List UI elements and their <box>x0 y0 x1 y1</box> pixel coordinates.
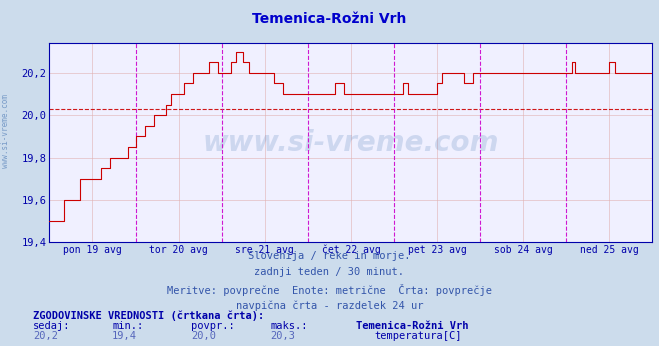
Text: Slovenija / reke in morje.: Slovenija / reke in morje. <box>248 251 411 261</box>
Text: temperatura[C]: temperatura[C] <box>374 331 462 341</box>
Text: povpr.:: povpr.: <box>191 321 235 331</box>
Text: 20,2: 20,2 <box>33 331 58 341</box>
Text: 20,0: 20,0 <box>191 331 216 341</box>
Text: Meritve: povprečne  Enote: metrične  Črta: povprečje: Meritve: povprečne Enote: metrične Črta:… <box>167 284 492 296</box>
Text: maks.:: maks.: <box>270 321 308 331</box>
Text: sedaj:: sedaj: <box>33 321 71 331</box>
Text: 19,4: 19,4 <box>112 331 137 341</box>
Text: www.si-vreme.com: www.si-vreme.com <box>203 129 499 157</box>
Text: 20,3: 20,3 <box>270 331 295 341</box>
Text: navpična črta - razdelek 24 ur: navpična črta - razdelek 24 ur <box>236 301 423 311</box>
Text: www.si-vreme.com: www.si-vreme.com <box>1 94 10 169</box>
Text: zadnji teden / 30 minut.: zadnji teden / 30 minut. <box>254 267 405 277</box>
Text: Temenica-Rožni Vrh: Temenica-Rožni Vrh <box>252 12 407 26</box>
Text: min.:: min.: <box>112 321 143 331</box>
Text: Temenica-Rožni Vrh: Temenica-Rožni Vrh <box>356 321 469 331</box>
Text: ZGODOVINSKE VREDNOSTI (črtkana črta):: ZGODOVINSKE VREDNOSTI (črtkana črta): <box>33 311 264 321</box>
